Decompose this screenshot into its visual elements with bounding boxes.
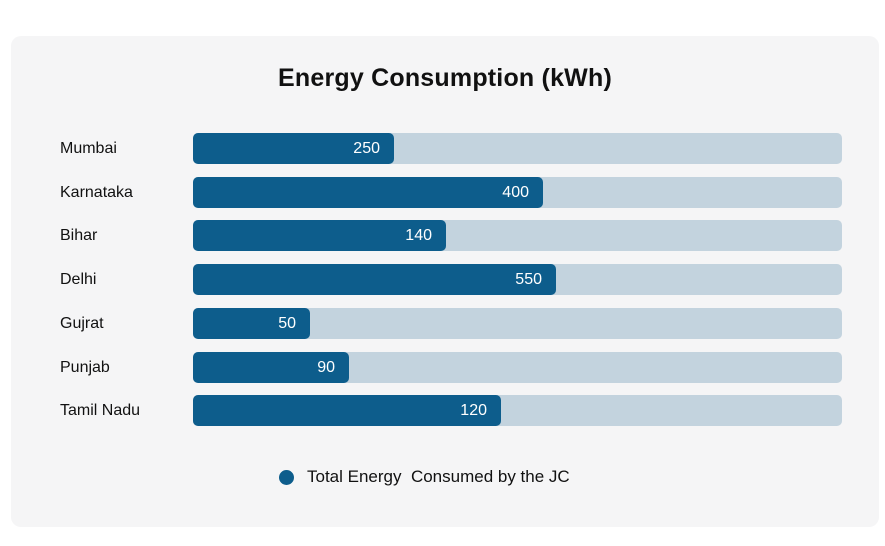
bar-value-label: 250 [353,140,380,157]
bar-track: 90 [193,352,842,383]
bar-value-label: 90 [317,359,335,376]
category-label: Tamil Nadu [60,402,141,419]
category-label: Mumbai [60,140,117,157]
bar-track: 400 [193,177,842,208]
bar-value-label: 120 [460,402,487,419]
bar: 400 [193,177,543,208]
category-label: Punjab [60,359,110,376]
bar-value-label: 550 [515,271,542,288]
bar-track: 140 [193,220,842,251]
bar: 140 [193,220,446,251]
bar-value-label: 50 [278,315,296,332]
bar-track: 50 [193,308,842,339]
bar: 120 [193,395,501,426]
bar-track: 120 [193,395,842,426]
legend-label: Total Energy Consumed by the JC [307,467,570,486]
bar: 250 [193,133,394,164]
category-label: Karnataka [60,184,133,201]
bar: 50 [193,308,310,339]
bar-value-label: 400 [502,184,529,201]
bar-value-label: 140 [405,227,432,244]
category-label: Bihar [60,227,98,244]
chart-title: Energy Consumption (kWh) [278,64,612,92]
legend: Total Energy Consumed by the JC [279,466,570,488]
category-label: Delhi [60,271,97,288]
bar: 550 [193,264,556,295]
bar: 90 [193,352,349,383]
legend-marker [279,469,294,485]
bar-track: 250 [193,133,842,164]
category-label: Gujrat [60,315,104,332]
bar-track: 550 [193,264,842,295]
